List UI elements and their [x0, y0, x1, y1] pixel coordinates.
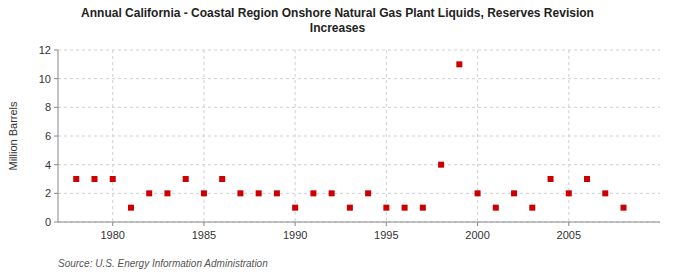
x-axis-line: [58, 222, 660, 223]
point: [529, 205, 535, 211]
title: Annual California - Coastal Region Onsho…: [81, 6, 594, 35]
y-tick-label: 12: [39, 44, 51, 56]
y-tick-label: 8: [45, 101, 51, 113]
source: Source: U.S. Energy Information Administ…: [58, 258, 268, 269]
points: [73, 61, 626, 210]
point: [329, 190, 335, 196]
y-tick: [54, 193, 58, 194]
x-grid-line: [295, 50, 296, 222]
point: [128, 205, 134, 211]
title-line: Increases: [310, 21, 366, 35]
x-tick-label: 2000: [465, 229, 489, 241]
x-tick-label: 2005: [557, 229, 581, 241]
x-tick-label: 1985: [192, 229, 216, 241]
x-tick: [477, 222, 478, 226]
x-grid-line: [386, 50, 387, 222]
point: [256, 190, 262, 196]
point: [420, 205, 426, 211]
y-tick-label: 10: [39, 73, 51, 85]
point: [347, 205, 353, 211]
point: [310, 190, 316, 196]
point: [602, 190, 608, 196]
x-tick-label: 1990: [283, 229, 307, 241]
y-tick: [54, 50, 58, 51]
y-axis-line: [58, 50, 59, 222]
y-tick: [54, 222, 58, 223]
y-grid-line: [58, 78, 660, 79]
y-grid-line: [58, 136, 660, 137]
y-tick: [54, 78, 58, 79]
point: [91, 176, 97, 182]
point: [402, 205, 408, 211]
point: [438, 162, 444, 168]
y-tick: [54, 136, 58, 137]
point: [201, 190, 207, 196]
axes: 0 2 4 6 8 10 12 1980 1985 1990 1995 2000 2005: [39, 44, 660, 241]
x-tick: [112, 222, 113, 226]
point: [183, 176, 189, 182]
y-grid-line: [58, 222, 660, 223]
point: [274, 190, 280, 196]
title-line: Annual California - Coastal Region Onsho…: [81, 6, 594, 20]
point: [456, 61, 462, 67]
point: [548, 176, 554, 182]
x-tick-label: 1980: [100, 229, 124, 241]
y-grid-line: [58, 164, 660, 165]
point: [219, 176, 225, 182]
point: [511, 190, 517, 196]
chart: Annual California - Coastal Region Onsho…: [0, 0, 675, 275]
point: [110, 176, 116, 182]
x-tick: [203, 222, 204, 226]
x-tick: [386, 222, 387, 226]
y-tick-label: 4: [45, 159, 51, 171]
y-tick: [54, 107, 58, 108]
y-tick-label: 6: [45, 130, 51, 142]
point: [292, 205, 298, 211]
point: [584, 176, 590, 182]
y-grid-line: [58, 107, 660, 108]
point: [237, 190, 243, 196]
point: [164, 190, 170, 196]
point: [475, 190, 481, 196]
x-tick-label: 1995: [374, 229, 398, 241]
grid: [58, 50, 660, 222]
x-tick: [295, 222, 296, 226]
point: [383, 205, 389, 211]
x-grid-line: [112, 50, 113, 222]
point: [566, 190, 572, 196]
point: [146, 190, 152, 196]
y-grid-line: [58, 50, 660, 51]
point: [365, 190, 371, 196]
y-tick: [54, 164, 58, 165]
y-tick-label: 2: [45, 187, 51, 199]
y-axis-label: Million Barrels: [7, 101, 19, 171]
point: [493, 205, 499, 211]
x-tick: [568, 222, 569, 226]
point: [73, 176, 79, 182]
point: [621, 205, 627, 211]
y-tick-label: 0: [45, 216, 51, 228]
